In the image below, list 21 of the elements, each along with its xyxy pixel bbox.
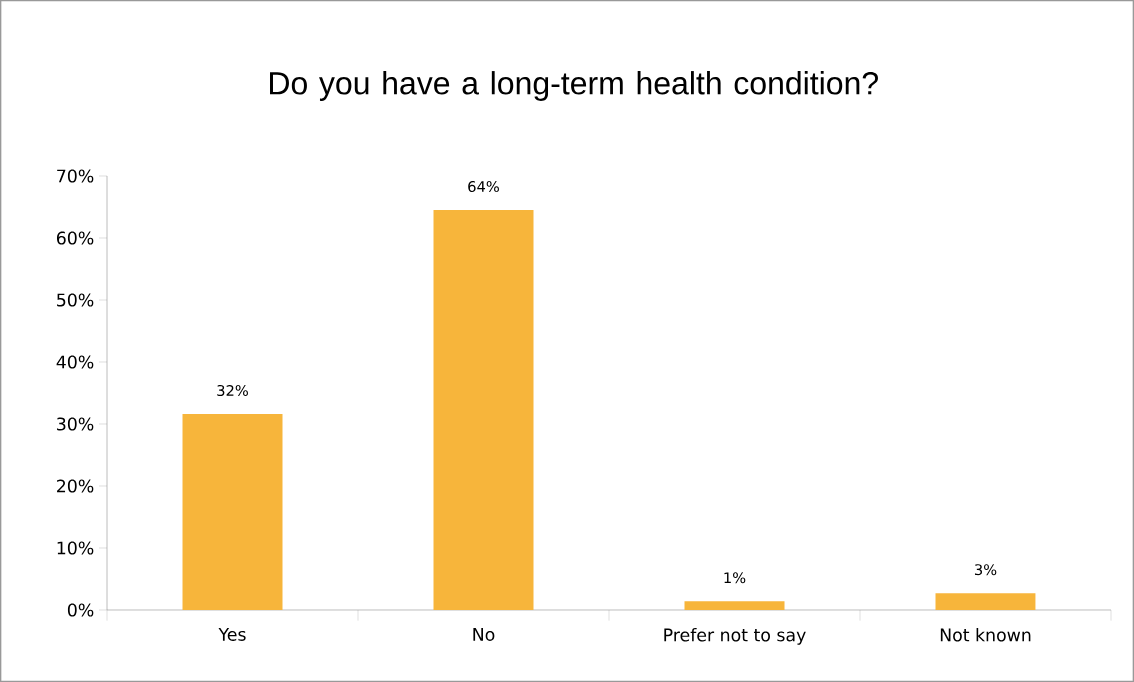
data-label: 3% [974, 564, 997, 576]
x-tick-label: No [473, 628, 495, 641]
data-label: 1% [724, 572, 746, 584]
y-tick-label: 50% [57, 293, 94, 307]
bar [935, 593, 1036, 610]
data-label: 32% [217, 384, 248, 397]
y-tick-label: 20% [57, 479, 94, 493]
x-tick-label: Prefer not to say [664, 628, 806, 645]
y-tick-label: 60% [56, 231, 94, 245]
y-tick-label: 40% [56, 355, 94, 369]
y-tick-label: 70% [57, 169, 94, 183]
y-tick-label: 0% [67, 603, 94, 617]
bar [433, 210, 534, 610]
x-tick-label: Not known [940, 628, 1031, 642]
y-tick-label: 10% [57, 541, 94, 555]
data-label: 64% [468, 180, 499, 193]
y-tick-label: 30% [57, 417, 94, 431]
bar [182, 414, 283, 610]
chart-title: Do you have a long-term health condition? [270, 71, 878, 101]
bar [684, 601, 785, 610]
x-tick-label: Yes [218, 628, 246, 641]
